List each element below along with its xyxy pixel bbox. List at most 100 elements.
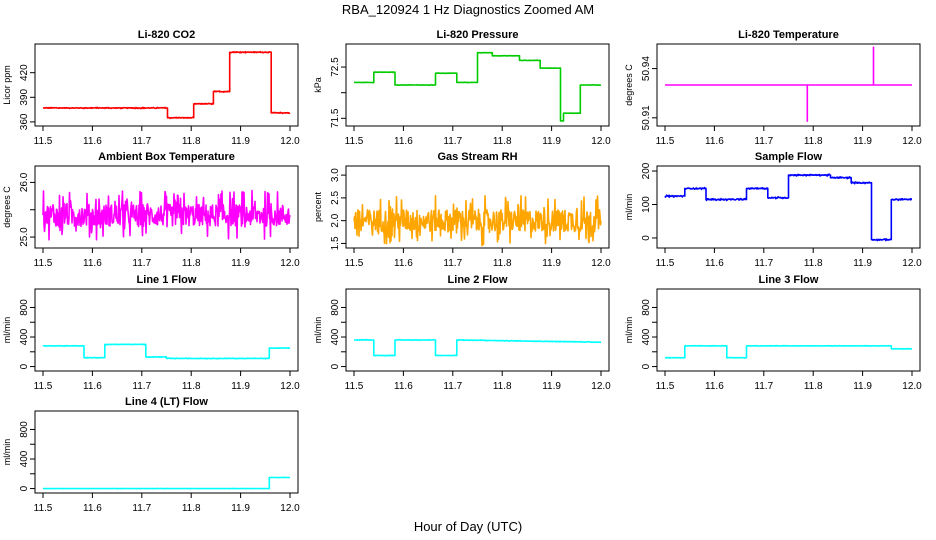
- x-tick-label: 11.9: [231, 503, 250, 514]
- x-tick-label: 11.8: [804, 258, 823, 269]
- figure-x-axis-label: Hour of Day (UTC): [414, 519, 522, 534]
- series-line: [42, 189, 291, 241]
- x-tick-label: 11.7: [132, 136, 151, 147]
- x-tick-label: 11.5: [34, 503, 53, 514]
- x-tick-label: 11.8: [804, 136, 823, 147]
- series-line: [664, 173, 913, 242]
- x-tick-label: 11.6: [705, 381, 724, 392]
- x-tick-label: 11.9: [542, 381, 561, 392]
- x-tick-label: 12.0: [902, 258, 922, 269]
- x-tick-label: 11.7: [443, 258, 462, 269]
- y-tick-label: 400: [19, 328, 30, 345]
- panel-frame: [656, 165, 921, 249]
- x-tick-label: 11.9: [231, 136, 250, 147]
- y-axis-label: kPa: [313, 77, 323, 93]
- x-tick-label: 11.7: [132, 503, 151, 514]
- panel-frame: [656, 288, 921, 372]
- x-tick-label: 11.7: [754, 381, 773, 392]
- panel-1: Li-820 CO2 Licor ppm 11.5 11.6 11.7 11.8 11.9 1…: [2, 29, 300, 147]
- panel-3: Li-820 Temperature degrees C 11.5 11.6 11.7 1…: [624, 29, 922, 147]
- x-tick-label: 11.8: [804, 381, 823, 392]
- panel-title: Li-820 Temperature: [738, 29, 839, 41]
- y-tick-label: 71.5: [330, 108, 341, 128]
- y-tick-label: 50.94: [641, 56, 652, 81]
- y-tick-label: 420: [19, 64, 30, 81]
- y-tick-label: 3.0: [330, 168, 341, 182]
- x-tick-label: 12.0: [591, 258, 611, 269]
- x-tick-label: 11.9: [853, 136, 872, 147]
- x-tick-label: 11.5: [34, 381, 53, 392]
- y-tick-label: 50.91: [641, 105, 652, 130]
- y-axis-label: percent: [313, 191, 323, 222]
- x-tick-label: 12.0: [902, 136, 922, 147]
- y-tick-label: 800: [19, 299, 30, 316]
- panel-2: Li-820 Pressure kPa 11.5 11.6 11.7 11.8 11.9 12…: [313, 29, 611, 147]
- y-tick-label: 100: [641, 196, 652, 213]
- x-tick-label: 11.5: [345, 258, 364, 269]
- x-tick-label: 11.9: [853, 258, 872, 269]
- series-line: [42, 476, 291, 490]
- panel-7: Line 1 Flow ml/min 11.5 11.6 11.7 11.8 11.9 12.…: [2, 274, 300, 392]
- x-tick-label: 12.0: [591, 381, 611, 392]
- panel-title: Gas Stream RH: [437, 151, 517, 163]
- x-tick-label: 12.0: [280, 503, 300, 514]
- y-tick-label: 0: [641, 363, 652, 369]
- y-tick-label: 360: [19, 113, 30, 130]
- x-tick-label: 11.7: [754, 136, 773, 147]
- series-line: [664, 46, 913, 122]
- x-tick-label: 11.6: [705, 258, 724, 269]
- panel-frame: [34, 410, 299, 494]
- y-tick-label: 0: [330, 363, 341, 369]
- x-tick-label: 11.6: [394, 136, 413, 147]
- y-axis-label: ml/min: [313, 317, 323, 344]
- panel-10: Line 4 (LT) Flow ml/min 11.5 11.6 11.7 11.8 11…: [2, 396, 300, 514]
- x-tick-label: 11.6: [705, 136, 724, 147]
- x-tick-label: 11.8: [182, 136, 201, 147]
- y-tick-label: 2.5: [330, 191, 341, 205]
- x-tick-label: 12.0: [280, 136, 300, 147]
- x-tick-label: 11.6: [83, 381, 102, 392]
- x-tick-label: 11.5: [345, 381, 364, 392]
- panel-title: Line 3 Flow: [759, 274, 819, 286]
- y-tick-label: 390: [19, 89, 30, 106]
- panel-frame: [345, 165, 610, 249]
- y-tick-label: 400: [330, 328, 341, 345]
- panel-title: Li-820 Pressure: [437, 29, 519, 41]
- y-tick-label: 25.0: [19, 227, 30, 247]
- y-tick-label: 0: [641, 235, 652, 241]
- y-axis-label: Licor ppm: [2, 65, 12, 105]
- x-tick-label: 11.9: [542, 258, 561, 269]
- panel-5: Gas Stream RH percent 11.5 11.6 11.7 11.8 11.9…: [313, 151, 611, 269]
- x-tick-label: 11.8: [182, 381, 201, 392]
- x-tick-label: 11.5: [656, 258, 675, 269]
- panel-6: Sample Flow ml/min 11.5 11.6 11.7 11.8 11.9 12.…: [624, 151, 922, 269]
- x-tick-label: 11.8: [493, 136, 512, 147]
- series-line: [42, 343, 291, 360]
- panel-4: Ambient Box Temperature degrees C 11.5 11.6…: [2, 151, 300, 269]
- y-tick-label: 2.0: [330, 213, 341, 227]
- panels: Li-820 CO2 Licor ppm 11.5 11.6 11.7 11.8 11.9 1…: [2, 29, 922, 514]
- x-tick-label: 11.7: [132, 381, 151, 392]
- y-tick-label: 0: [19, 485, 30, 491]
- y-axis-label: ml/min: [624, 317, 634, 344]
- panel-title: Line 4 (LT) Flow: [125, 396, 208, 408]
- figure-title: RBA_120924 1 Hz Diagnostics Zoomed AM: [342, 2, 594, 17]
- y-axis-label: ml/min: [2, 439, 12, 466]
- y-tick-label: 800: [19, 421, 30, 438]
- panel-frame: [345, 288, 610, 372]
- panel-frame: [345, 43, 610, 127]
- x-tick-label: 11.8: [493, 258, 512, 269]
- panel-frame: [34, 288, 299, 372]
- x-tick-label: 11.6: [394, 258, 413, 269]
- y-tick-label: 200: [641, 162, 652, 179]
- y-tick-label: 400: [19, 450, 30, 467]
- series-line: [353, 338, 602, 357]
- x-tick-label: 11.7: [132, 258, 151, 269]
- x-tick-label: 11.6: [83, 503, 102, 514]
- x-tick-label: 12.0: [902, 381, 922, 392]
- x-tick-label: 12.0: [591, 136, 611, 147]
- x-tick-label: 11.9: [853, 381, 872, 392]
- x-tick-label: 11.6: [394, 381, 413, 392]
- x-tick-label: 11.5: [34, 258, 53, 269]
- x-tick-label: 12.0: [280, 381, 300, 392]
